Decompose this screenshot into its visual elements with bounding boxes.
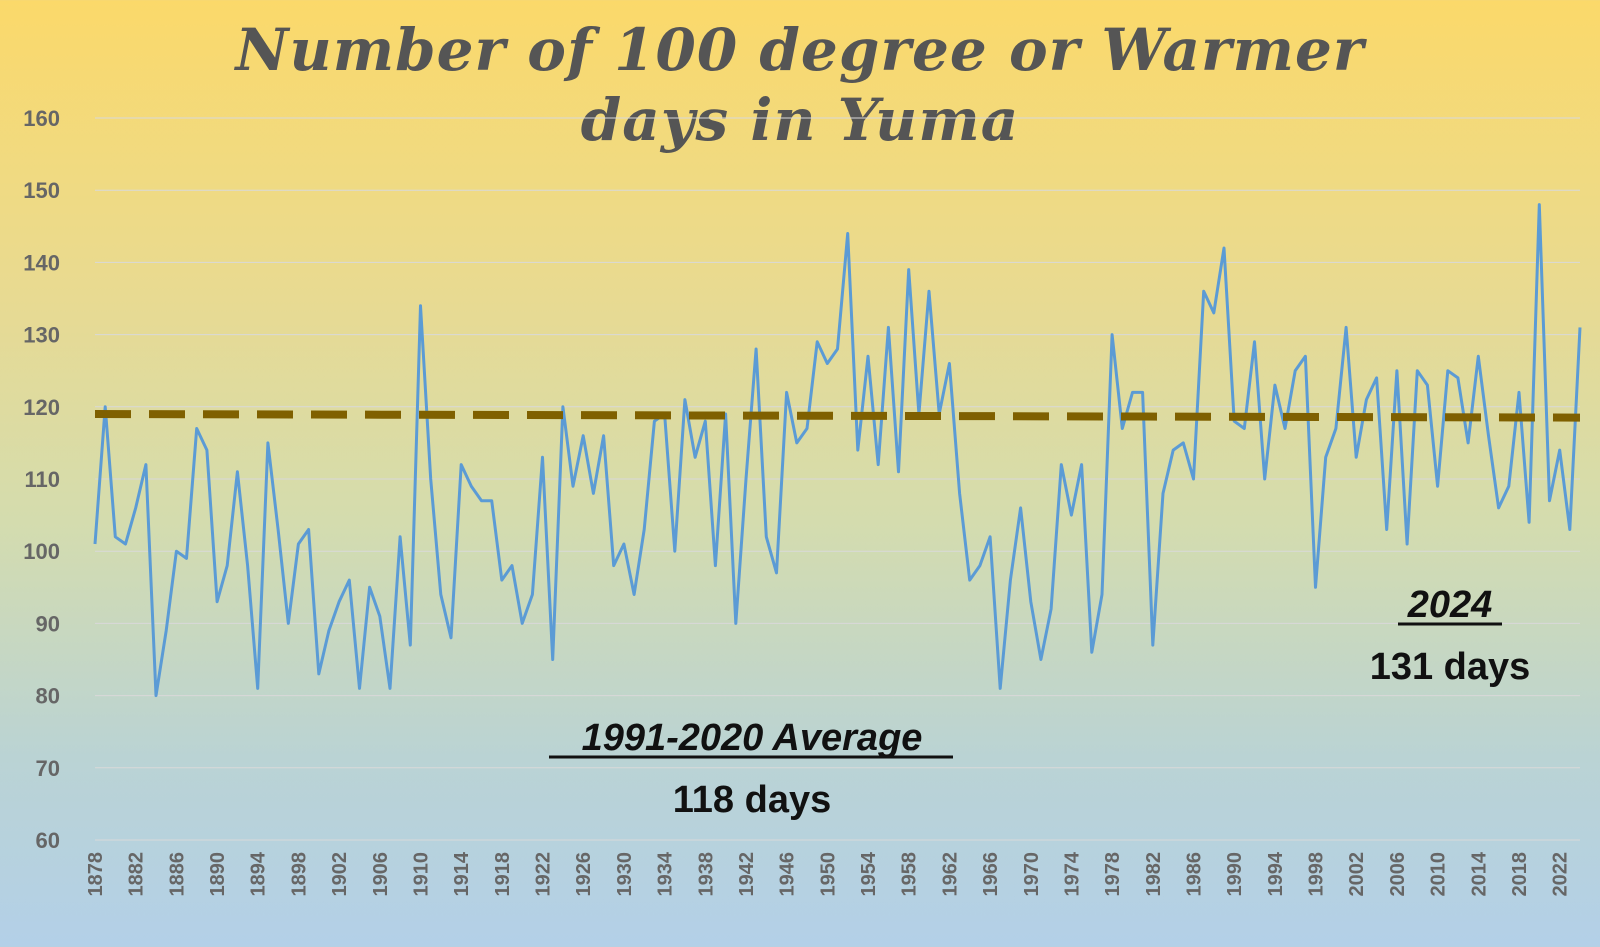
- x-tick-label: 1918: [492, 852, 514, 897]
- chart-title-line2: days in Yuma: [581, 86, 1020, 154]
- x-tick-label: 2002: [1346, 852, 1368, 897]
- y-tick-label: 90: [36, 611, 60, 636]
- x-tick-label: 1954: [858, 851, 880, 896]
- x-tick-label: 1882: [126, 852, 148, 897]
- x-tick-label: 2014: [1468, 851, 1490, 896]
- x-tick-label: 1894: [248, 851, 270, 896]
- x-tick-label: 1890: [207, 852, 229, 897]
- x-tick-label: 1974: [1061, 851, 1083, 896]
- x-tick-label: 1942: [736, 852, 758, 897]
- x-tick-label: 1938: [695, 852, 717, 897]
- x-tick-label: 1898: [288, 852, 310, 897]
- x-tick-label: 1994: [1265, 851, 1287, 896]
- x-tick-label: 1906: [370, 852, 392, 897]
- x-tick-label: 2006: [1387, 852, 1409, 897]
- data-series-line: [93, 203, 1582, 698]
- x-tick-label: 2022: [1550, 852, 1572, 897]
- x-tick-label: 1978: [1102, 852, 1124, 897]
- x-tick-label: 1922: [533, 852, 555, 897]
- x-tick-label: 1926: [573, 852, 595, 897]
- average-annotation-heading: 1991-2020 Average: [582, 717, 923, 759]
- x-tick-label: 1886: [166, 852, 188, 897]
- y-tick-label: 130: [23, 323, 60, 348]
- y-tick-label: 160: [23, 106, 60, 131]
- latest-annotation-heading: 2024: [1407, 584, 1493, 626]
- x-tick-label: 1962: [939, 852, 961, 897]
- grid-layer: [95, 117, 1580, 841]
- x-tick-label: 1910: [410, 852, 432, 897]
- y-tick-label: 140: [23, 250, 60, 275]
- y-tick-label: 60: [36, 828, 60, 853]
- x-tick-label: 1934: [655, 851, 677, 896]
- x-tick-label: 1946: [777, 852, 799, 897]
- y-axis: 60 70 80 90 100 110 120 130 140 150 160: [23, 106, 60, 853]
- x-tick-label: 1914: [451, 851, 473, 896]
- x-axis: 1878 1882 1886 1890 1894 1898 1902 1906 1910 1914…: [85, 851, 1572, 896]
- x-tick-label: 1970: [1021, 852, 1043, 897]
- x-tick-label: 1950: [817, 852, 839, 897]
- x-tick-label: 1902: [329, 852, 351, 897]
- x-tick-label: 1878: [85, 852, 107, 897]
- y-tick-label: 70: [36, 756, 60, 781]
- chart-title-line1: Number of 100 degree or Warmer: [234, 16, 1368, 84]
- x-tick-label: 1982: [1143, 852, 1165, 897]
- x-tick-label: 1930: [614, 852, 636, 897]
- average-annotation-value: 118 days: [673, 779, 831, 821]
- x-tick-label: 1998: [1306, 852, 1328, 897]
- y-tick-label: 110: [25, 467, 61, 492]
- latest-annotation-value: 131 days: [1370, 646, 1531, 688]
- series-layer: [93, 203, 1582, 698]
- x-tick-label: 1966: [980, 852, 1002, 897]
- y-tick-label: 80: [36, 684, 60, 709]
- y-tick-label: 150: [23, 178, 60, 203]
- x-tick-label: 1986: [1183, 852, 1205, 897]
- average-dashed-line: [94, 410, 1581, 422]
- x-tick-label: 2010: [1428, 852, 1450, 897]
- y-tick-label: 120: [23, 395, 60, 420]
- x-tick-label: 1990: [1224, 852, 1246, 897]
- y-tick-label: 100: [23, 539, 60, 564]
- x-tick-label: 1958: [899, 852, 921, 897]
- x-tick-label: 2018: [1509, 852, 1531, 897]
